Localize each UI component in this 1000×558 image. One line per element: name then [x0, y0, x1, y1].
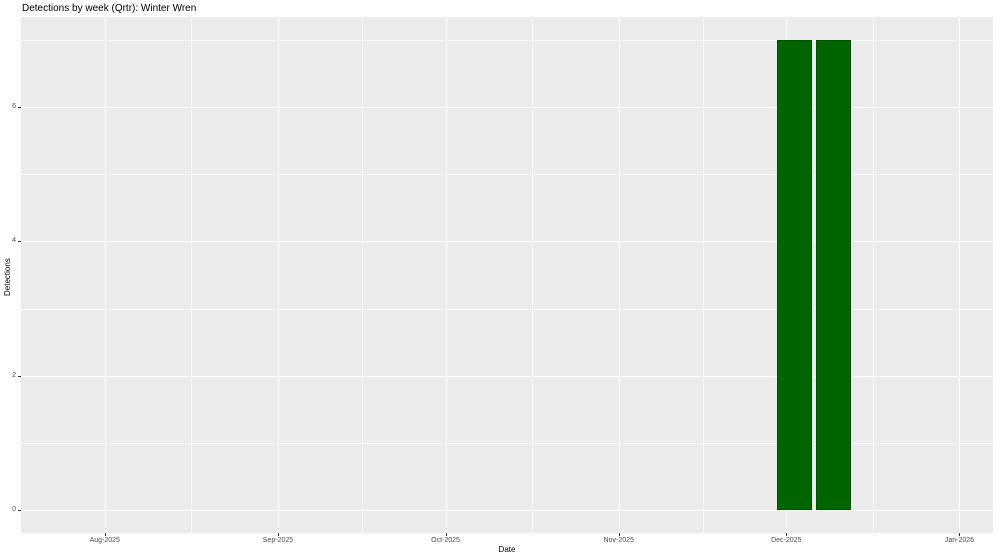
x-axis-title: Date	[498, 545, 516, 554]
x-tick-mark	[104, 533, 106, 536]
y-major-gridline	[21, 375, 993, 377]
y-major-gridline	[21, 509, 993, 511]
x-tick-label: Nov-2025	[603, 537, 634, 544]
y-minor-gridline	[21, 174, 993, 176]
y-tick-mark	[18, 241, 21, 243]
x-minor-gridline	[361, 17, 363, 533]
y-tick-mark	[18, 375, 21, 377]
chart-title: Detections by week (Qrtr): Winter Wren	[22, 3, 197, 14]
x-tick-mark	[959, 533, 961, 536]
y-tick-label: 4	[12, 237, 16, 245]
x-tick-label: Dec-2025	[771, 537, 802, 544]
x-major-gridline	[618, 17, 620, 533]
y-axis-title: Detections	[3, 258, 12, 296]
x-tick-mark	[277, 533, 279, 536]
x-tick-label: Oct-2025	[431, 537, 460, 544]
y-minor-gridline	[21, 308, 993, 310]
bar-week-2025-11-29	[777, 40, 813, 510]
x-major-gridline	[104, 17, 106, 533]
x-major-gridline	[959, 17, 961, 533]
x-tick-label: Sep-2025	[262, 537, 294, 544]
y-major-gridline	[21, 241, 993, 243]
x-major-gridline	[277, 17, 279, 533]
bar-week-2025-12-06	[816, 40, 852, 510]
x-tick-label: Aug-2025	[89, 537, 120, 544]
x-minor-gridline	[532, 17, 534, 533]
y-tick-label: 2	[12, 371, 16, 379]
x-minor-gridline	[702, 17, 704, 533]
x-minor-gridline	[872, 17, 874, 533]
y-major-gridline	[21, 107, 993, 109]
y-tick-mark	[18, 509, 21, 511]
y-tick-label: 0	[12, 505, 16, 513]
y-tick-mark	[18, 107, 21, 109]
y-minor-gridline	[21, 40, 993, 42]
x-tick-label: Jan-2026	[944, 537, 975, 544]
y-tick-label: 6	[12, 103, 16, 111]
y-minor-gridline	[21, 442, 993, 444]
x-major-gridline	[445, 17, 447, 533]
x-tick-mark	[618, 533, 620, 536]
x-tick-mark	[445, 533, 447, 536]
x-tick-mark	[786, 533, 788, 536]
x-minor-gridline	[191, 17, 193, 533]
